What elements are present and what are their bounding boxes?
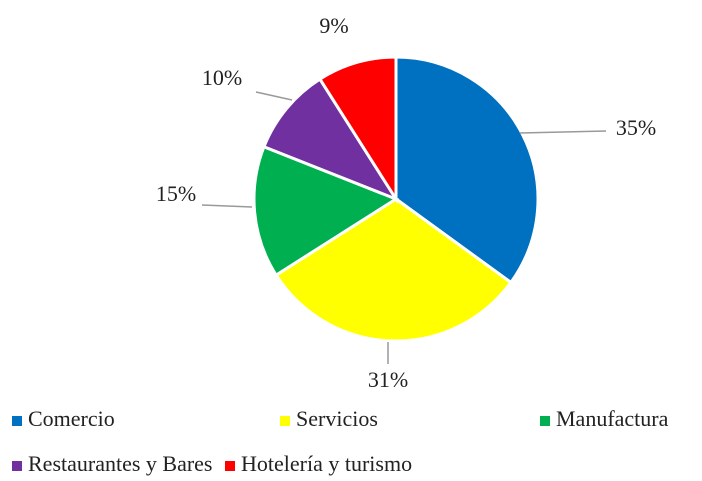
leader-line	[201, 204, 253, 208]
data-label: 35%	[616, 115, 656, 140]
legend-label: Comercio	[28, 406, 115, 431]
pie-slice	[274, 197, 513, 343]
pie-slice	[394, 55, 540, 285]
legend-label: Manufactura	[556, 406, 669, 431]
pie-slice	[252, 144, 400, 278]
legend-swatch	[225, 461, 235, 471]
data-label: 31%	[368, 367, 408, 392]
leader-line	[255, 91, 293, 101]
leader-line	[519, 130, 607, 134]
data-label: 9%	[319, 13, 348, 38]
legend-swatch	[280, 416, 290, 426]
pie-slice	[317, 55, 398, 205]
data-label: 15%	[156, 181, 196, 206]
legend-swatch	[540, 416, 550, 426]
pie-slice	[262, 77, 400, 203]
legend-label: Hotelería y turismo	[241, 451, 412, 476]
legend-label: Restaurantes y Bares	[28, 451, 213, 476]
legend-label: Servicios	[296, 406, 378, 431]
legend-swatch	[12, 461, 22, 471]
legend-swatch	[12, 416, 22, 426]
data-label: 10%	[202, 65, 242, 90]
